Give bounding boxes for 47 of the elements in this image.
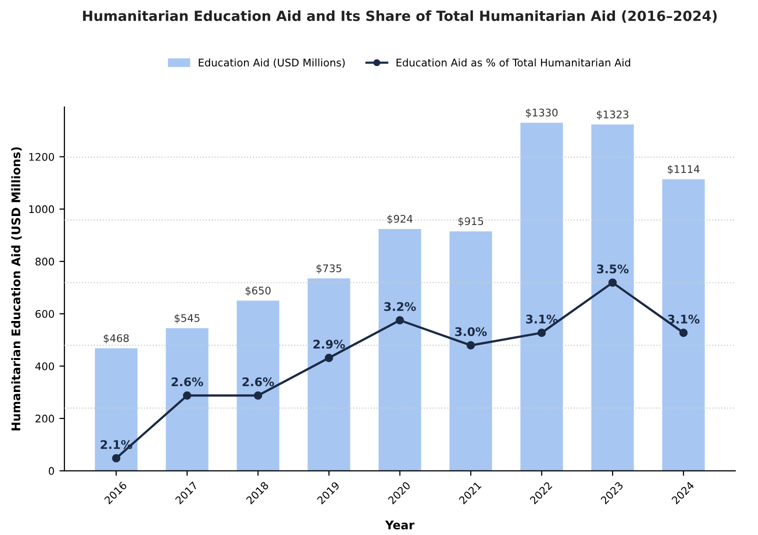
data-label: $468	[104, 334, 129, 344]
y-axis-title: Humanitarian Education Aid (USD Millions)	[11, 147, 22, 430]
bar	[662, 179, 705, 471]
data-label: $735	[316, 264, 342, 274]
point	[324, 354, 334, 362]
point	[182, 391, 192, 400]
point	[466, 341, 475, 350]
legend-label: Education Aid (USD Millions)	[198, 58, 345, 68]
bar	[449, 231, 492, 471]
data-label: 3.1%	[526, 314, 558, 324]
data-label: $1330	[526, 108, 558, 118]
legend-label: Education Aid as % of Total Humanitarian Aid	[396, 58, 630, 67]
y-tick-label: 800	[36, 258, 54, 266]
data-label: 3.2%	[384, 302, 416, 312]
y-tick-label: 1000	[29, 205, 54, 214]
data-label: 3.0%	[455, 327, 487, 336]
data-label: 2.6%	[242, 377, 274, 386]
point	[679, 328, 688, 337]
bar	[308, 278, 350, 471]
data-label: $650	[246, 286, 271, 296]
bar	[520, 122, 563, 471]
y-tick-label: 400	[35, 362, 54, 370]
data-label: 2.9%	[313, 340, 345, 349]
y-tick-label: 1200	[29, 152, 54, 161]
data-label: $924	[387, 214, 413, 224]
data-label: 3.5%	[597, 264, 629, 274]
x-axis-title: Year	[385, 520, 414, 530]
y-tick-label: 600	[36, 310, 54, 318]
point	[396, 316, 404, 324]
data-label: $545	[174, 314, 200, 324]
y-tick-label: 200	[36, 414, 54, 423]
point	[608, 278, 617, 287]
data-label: $1114	[668, 164, 700, 174]
data-label: $915	[458, 217, 484, 227]
data-label: $1323	[596, 110, 628, 120]
bar	[591, 124, 634, 471]
point	[538, 328, 546, 337]
bar	[166, 328, 208, 471]
data-label: 3.1%	[668, 314, 700, 324]
bar	[378, 228, 422, 471]
point	[254, 391, 262, 400]
data-label: 2.6%	[172, 377, 204, 386]
point	[112, 454, 120, 462]
y-tick-label: 0	[48, 467, 54, 475]
bar	[236, 300, 280, 471]
chart-title: Humanitarian Education Aid and Its Share of Total Humanitarian Aid (2016–2024)	[83, 10, 717, 23]
bar	[94, 348, 138, 471]
